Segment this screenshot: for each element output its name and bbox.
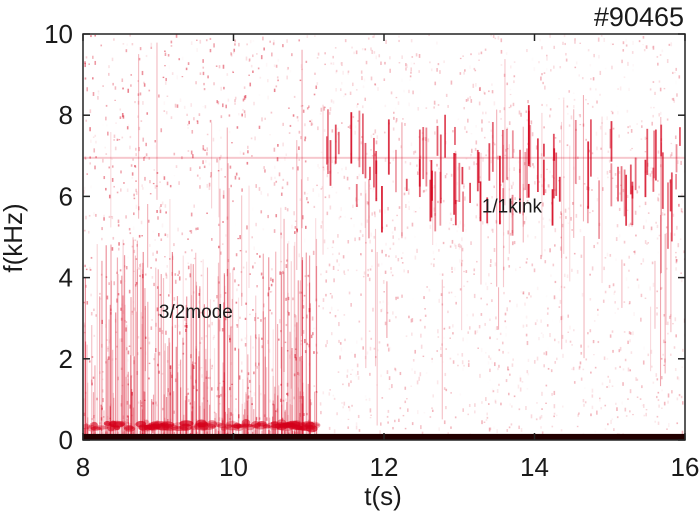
chart-title: #90465: [594, 2, 684, 32]
spectrogram-plot: [83, 34, 685, 440]
y-tick-label: 6: [59, 181, 73, 211]
line-7khz: [83, 156, 685, 159]
y-axis-ticks: 0 2 4 6 8 10: [44, 19, 685, 455]
y-tick-label: 2: [59, 344, 73, 374]
x-tick-label: 14: [520, 452, 549, 482]
y-tick-label: 10: [44, 19, 73, 49]
annotation-label: 3/2mode: [159, 302, 233, 323]
y-tick-label: 8: [59, 100, 73, 130]
y-tick-label: 0: [59, 425, 73, 455]
x-axis-ticks: 8 10 12 14 16: [76, 34, 700, 482]
x-tick-label: 16: [671, 452, 700, 482]
plot-background: [83, 34, 685, 440]
annotations: 3/2mode 1/1kink: [159, 197, 543, 324]
y-axis-label: f(kHz): [0, 203, 28, 272]
x-axis-label: t(s): [364, 481, 402, 511]
annotation-label: 1/1kink: [482, 197, 543, 218]
x-tick-label: 10: [219, 452, 248, 482]
x-tick-label: 12: [370, 452, 399, 482]
x-tick-label: 8: [76, 452, 90, 482]
y-tick-label: 4: [59, 263, 73, 293]
